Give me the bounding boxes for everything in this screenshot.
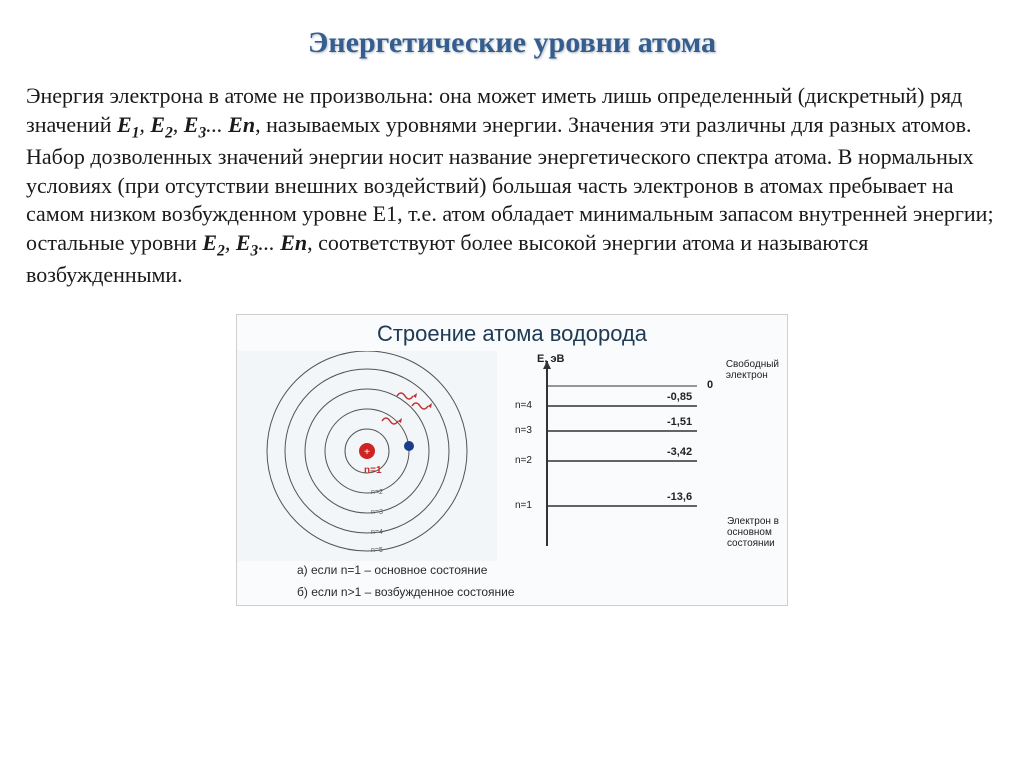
s2b: 2: [217, 242, 225, 259]
en: Еn: [228, 112, 255, 137]
e3b: Е: [236, 230, 251, 255]
atom-model: + n=1 n=2 n=3 n=4 n=5: [237, 351, 497, 561]
svg-text:n=3: n=3: [371, 509, 383, 516]
c2: ,: [173, 112, 184, 137]
g1: Электрон в: [727, 516, 779, 527]
diagram-title: Строение атома водорода: [237, 315, 787, 351]
c2b: ,: [225, 230, 236, 255]
main-paragraph: Энергия электрона в атоме не произвольна…: [26, 82, 998, 290]
e3: Е: [184, 112, 199, 137]
axis-title: E, эВ: [537, 353, 564, 365]
level-energy-value: -1,51: [667, 416, 692, 428]
level-energy-value: -13,6: [667, 491, 692, 503]
svg-text:n=1: n=1: [364, 465, 382, 476]
c3: ...: [206, 112, 228, 137]
level-n-label: n=2: [515, 455, 532, 466]
c1: ,: [139, 112, 150, 137]
ground-electron-label: Электрон в основном состоянии: [727, 516, 779, 549]
energy-level-chart: E, эВ Свободный электрон 0 n=4 -0,85 n=3 -1…: [497, 351, 787, 561]
svg-text:n=5: n=5: [371, 547, 383, 554]
footer-a: а) если n=1 – основное состояние: [237, 561, 787, 583]
free-electron-label: Свободный электрон: [726, 359, 779, 381]
e2b: Е: [202, 230, 217, 255]
free1: Свободный: [726, 359, 779, 370]
e1: Е: [117, 112, 132, 137]
level-energy-value: -0,85: [667, 391, 692, 403]
level-n-label: n=4: [515, 400, 532, 411]
enb: Еn: [280, 230, 307, 255]
svg-text:n=4: n=4: [371, 529, 383, 536]
svg-text:+: +: [364, 446, 370, 458]
level-n-label: n=1: [515, 500, 532, 511]
footer-b: б) если n>1 – возбужденное состояние: [237, 583, 787, 605]
g2: основном: [727, 527, 772, 538]
level-n-label: n=3: [515, 425, 532, 436]
diagram-panel: Строение атома водорода + n=1 n=2 n=3 n=4 n=5…: [236, 314, 788, 606]
g3: состоянии: [727, 538, 775, 549]
free2: электрон: [726, 370, 768, 381]
svg-text:n=2: n=2: [371, 489, 383, 496]
s2: 2: [165, 124, 173, 141]
c3b: ...: [258, 230, 280, 255]
zero-label: 0: [707, 379, 713, 391]
e2: Е: [150, 112, 165, 137]
level-energy-value: -3,42: [667, 446, 692, 458]
page-title: Энергетические уровни атома: [26, 26, 998, 60]
